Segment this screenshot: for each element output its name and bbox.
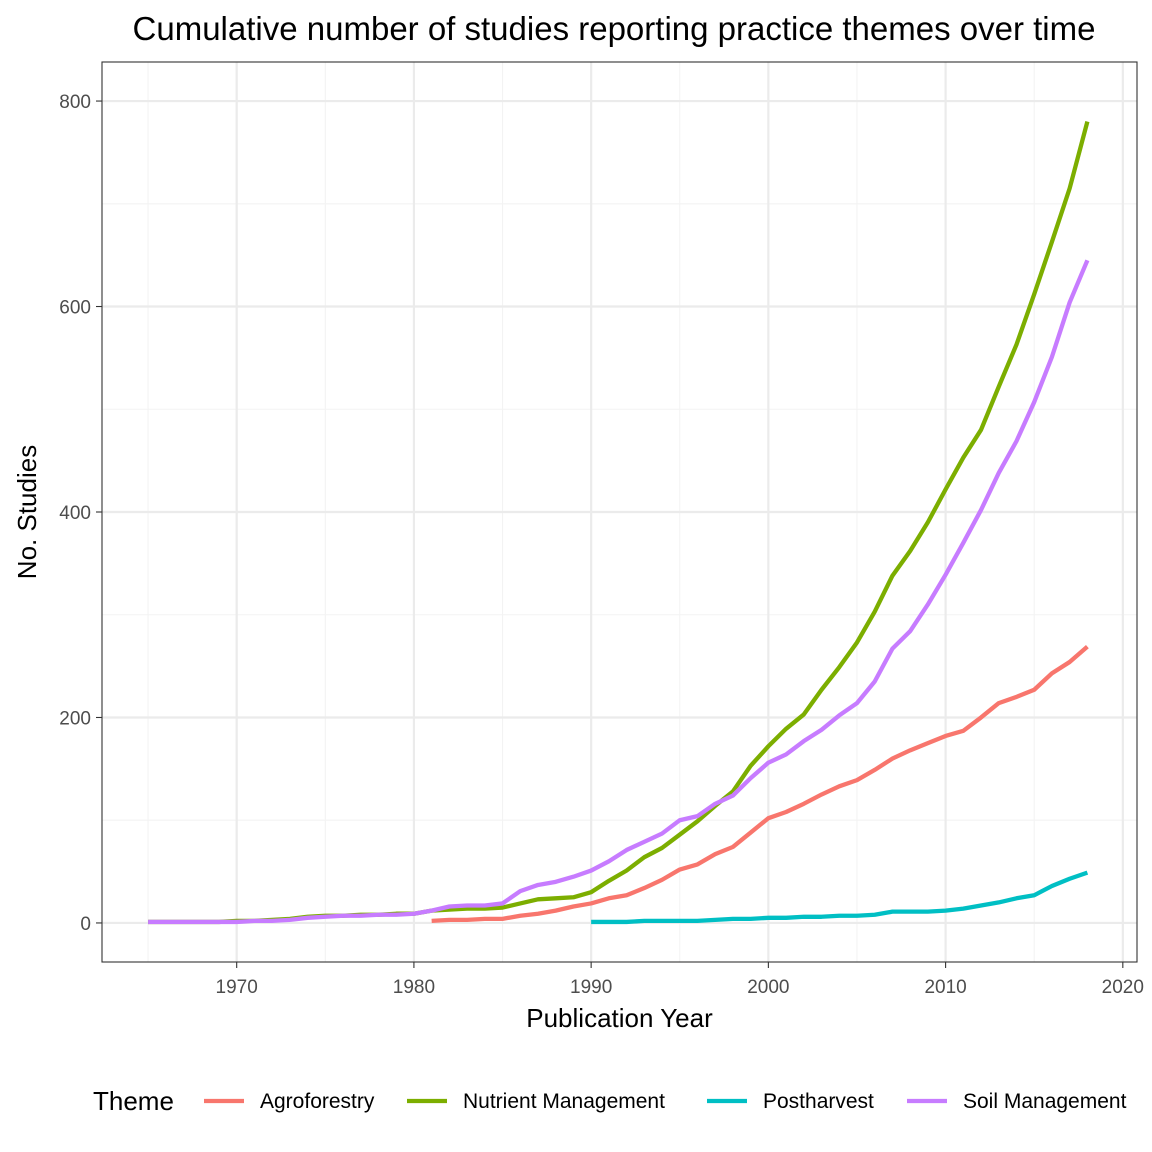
y-tick-label: 800 (59, 92, 91, 113)
x-tick-label: 1990 (570, 977, 612, 998)
y-tick-label: 0 (80, 914, 91, 935)
x-axis-title: Publication Year (526, 1003, 713, 1033)
legend: Theme Agroforestry Nutrient Management Post… (93, 1086, 1127, 1116)
series-line-postharvest (591, 870, 1089, 925)
legend-label-soil-management: Soil Management (963, 1090, 1127, 1113)
axes: 1970 1980 1990 2000 2010 2020 0 200 400 600 800 (59, 92, 1144, 998)
series-line-agroforestry (431, 644, 1089, 924)
series-lines (148, 121, 1090, 925)
plot-grid (102, 62, 1137, 962)
y-tick-label: 200 (59, 708, 91, 729)
x-tick-label: 1980 (393, 977, 435, 998)
x-tick-label: 1970 (216, 977, 258, 998)
legend-label-postharvest: Postharvest (763, 1090, 874, 1113)
x-tick-label: 2000 (747, 977, 789, 998)
chart-title: Cumulative number of studies reporting p… (133, 10, 1096, 47)
y-tick-label: 600 (59, 298, 91, 319)
x-tick-label: 2020 (1102, 977, 1144, 998)
legend-label-agroforestry: Agroforestry (260, 1090, 375, 1113)
y-axis-title: No. Studies (12, 445, 42, 579)
series-line-soil-management (148, 259, 1090, 925)
x-tick-label: 2010 (924, 977, 966, 998)
y-tick-label: 400 (59, 503, 91, 524)
legend-label-nutrient-management: Nutrient Management (463, 1090, 665, 1113)
legend-title: Theme (93, 1086, 174, 1116)
